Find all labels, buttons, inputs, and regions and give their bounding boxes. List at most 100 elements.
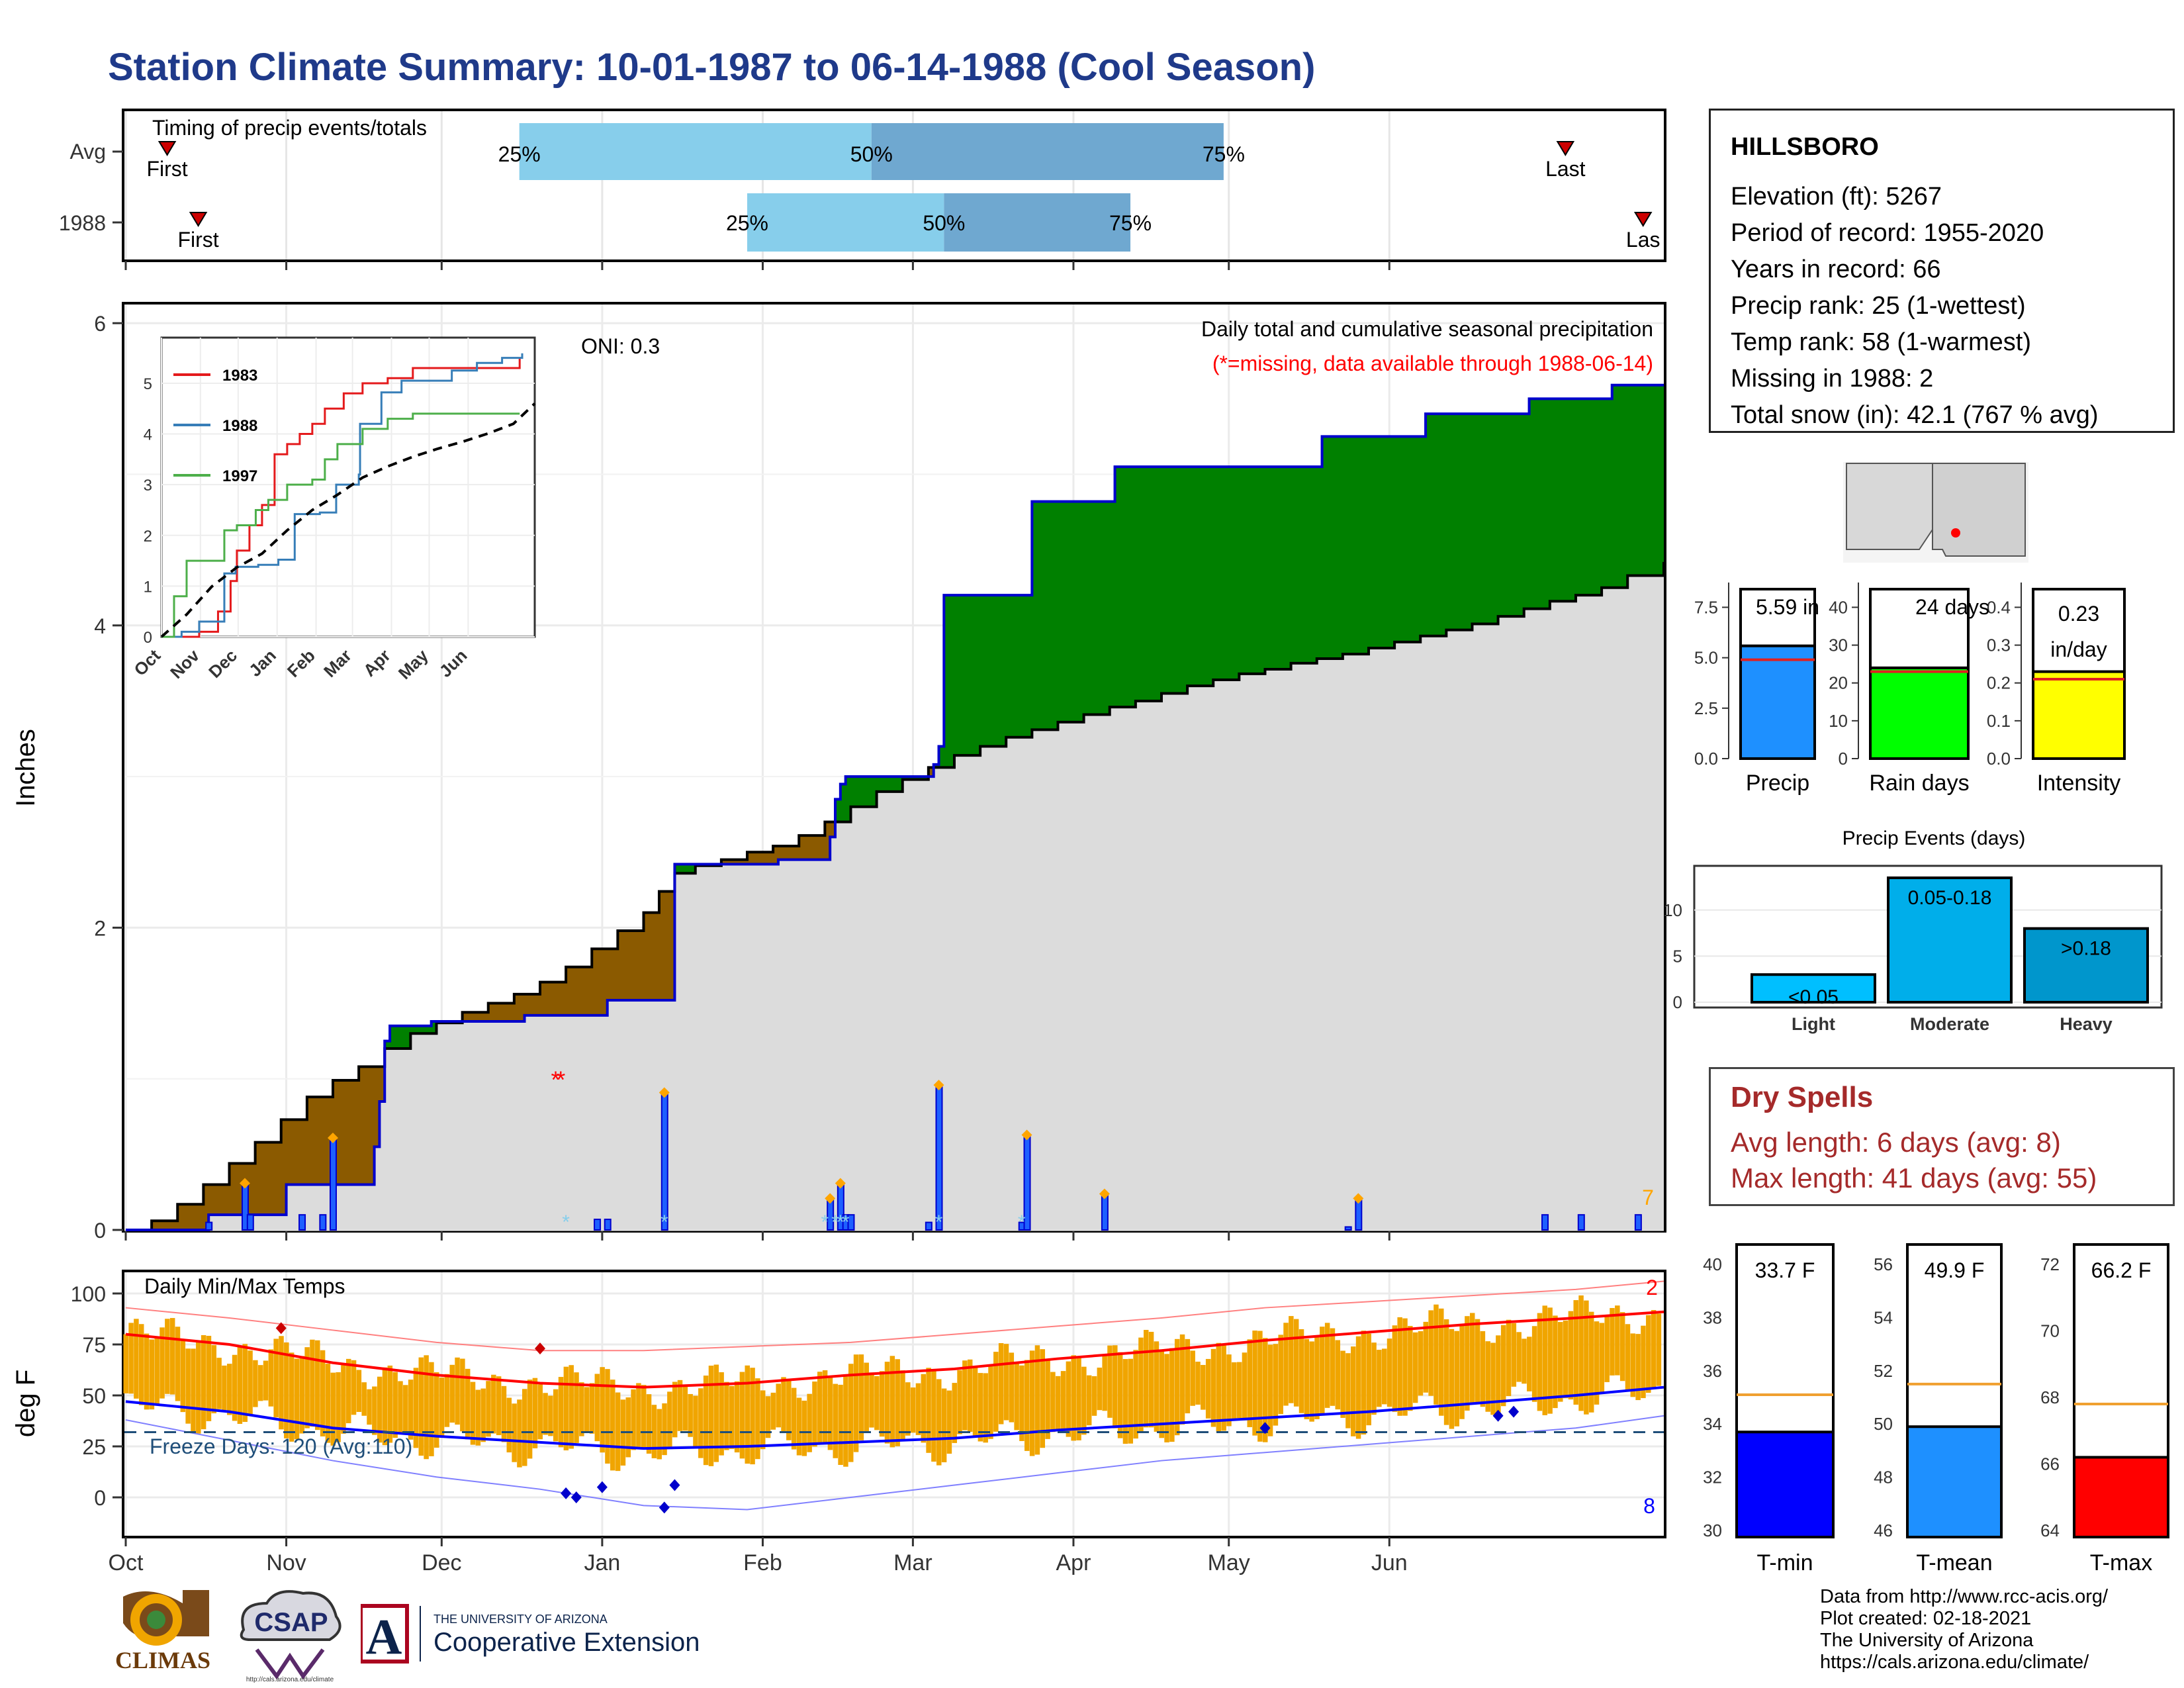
temp-daily-range-bar <box>776 1383 781 1428</box>
temp-daily-range-bar <box>1283 1323 1289 1406</box>
temp-daily-range-bar <box>279 1336 284 1430</box>
temp-daily-range-bar <box>708 1366 714 1466</box>
precip-total-value: 5.59 in <box>1756 595 1819 619</box>
temp-daily-range-bar <box>1443 1319 1449 1425</box>
temp-daily-range-bar <box>1340 1350 1345 1418</box>
temp-daily-range-bar <box>527 1380 533 1459</box>
temp-daily-range-bar <box>1201 1364 1206 1410</box>
temp-daily-range-bar <box>993 1352 999 1432</box>
temp-daily-range-bar <box>1522 1338 1527 1384</box>
temp-daily-range-bar <box>304 1347 310 1429</box>
precip-missing-note: (*=missing, data available through 1988-… <box>1212 352 1653 375</box>
temp-daily-range-bar <box>1210 1348 1216 1427</box>
temp-daily-range-bar <box>1469 1313 1475 1405</box>
temp-daily-range-bar <box>537 1384 543 1440</box>
temp-daily-range-bar <box>1588 1311 1594 1413</box>
temp-daily-range-bar <box>1262 1338 1268 1442</box>
temp-daily-range-bar <box>1558 1322 1563 1402</box>
map-region <box>1846 463 1933 550</box>
temp-daily-range-bar <box>988 1364 993 1439</box>
temp-daily-range-bar <box>713 1364 719 1462</box>
timing-title: Timing of precip events/totals <box>152 116 427 140</box>
precip-missing-marker: * <box>551 1066 560 1094</box>
tempbar-tick-label: 32 <box>1703 1468 1722 1487</box>
temp-daily-range-bar <box>1449 1329 1455 1429</box>
temp-daily-range-bar <box>398 1381 403 1434</box>
temp-daily-range-bar <box>796 1397 802 1456</box>
tempbar-tick-label: 72 <box>2040 1254 2060 1274</box>
temp-daily-range-bar <box>336 1372 341 1442</box>
temp-daily-range-bar <box>1542 1305 1548 1415</box>
temp-daily-range-bar <box>1298 1329 1304 1413</box>
summary-bar-frame <box>1739 588 1816 647</box>
temp-daily-range-bar <box>1527 1336 1532 1391</box>
precip-daily-bar <box>298 1214 306 1231</box>
temp-daily-range-bar <box>159 1327 165 1399</box>
precip-event-marker <box>1353 1193 1364 1204</box>
events-tick-label: 0 <box>1673 992 1682 1012</box>
inset-y-tick-label: 5 <box>144 375 152 393</box>
temp-daily-range-bar <box>128 1323 134 1394</box>
temp-daily-range-bar <box>522 1389 527 1466</box>
location-map <box>1843 462 2028 563</box>
temp-daily-range-bar <box>848 1364 854 1462</box>
temp-daily-range-bar <box>1205 1358 1211 1419</box>
summary-tick-label: 2.5 <box>1694 698 1718 718</box>
events-category-label: Moderate <box>1910 1014 1989 1034</box>
month-label: Feb <box>743 1550 782 1575</box>
inset-series-line <box>160 402 536 638</box>
precip-daily-bar <box>246 1214 254 1231</box>
temp-daily-range-bar <box>1148 1331 1154 1428</box>
temp-daily-range-bar <box>1019 1365 1024 1441</box>
footer-line: The University of Arizona <box>1820 1630 2034 1651</box>
summary-tick-label: 5.0 <box>1694 648 1718 668</box>
timing-pct-label: 50% <box>850 142 893 166</box>
temp-daily-range-bar <box>869 1372 874 1428</box>
precip-daily-bar <box>925 1221 933 1231</box>
temp-daily-range-bar <box>667 1391 672 1447</box>
events-bar <box>1751 973 1876 1004</box>
precip-events-chart: Precip Events (days) 0 5 10 <0.05 Light 0.05-0… <box>1663 827 2163 1034</box>
temp-daily-range-bar <box>1351 1346 1356 1436</box>
summary-tick-label: 0.1 <box>1987 711 2011 731</box>
temp-daily-range-bar <box>1102 1354 1107 1411</box>
temp-daily-range-bar <box>952 1383 957 1443</box>
tempbar-value: 33.7 F <box>1755 1258 1815 1282</box>
precip-snow-marker: * <box>660 1211 668 1233</box>
temp-daily-range-bar <box>1371 1342 1377 1415</box>
temp-daily-range-bar <box>501 1385 507 1442</box>
ua-logo-line1: THE UNIVERSITY OF ARIZONA <box>433 1613 608 1626</box>
temp-daily-range-bar <box>698 1388 704 1458</box>
temp-daily-range-bar <box>1418 1331 1424 1396</box>
temp-daily-range-bar <box>729 1385 735 1449</box>
inset-y-tick-label: 1 <box>144 578 152 596</box>
temp-daily-range-bar <box>1029 1350 1035 1456</box>
temp-daily-range-bar <box>1221 1345 1226 1431</box>
temp-daily-range-bar <box>662 1403 667 1456</box>
precip-daily-bar <box>604 1219 612 1231</box>
oni-label: ONI: 0.3 <box>581 334 660 358</box>
temp-daily-range-bar <box>1226 1354 1232 1427</box>
temp-daily-range-bar <box>589 1383 595 1434</box>
temp-daily-range-bar <box>455 1357 460 1425</box>
temp-daily-range-bar <box>1377 1350 1382 1407</box>
temp-daily-range-bar <box>294 1358 300 1440</box>
precip-y-tick-label: 6 <box>94 312 106 336</box>
precip-daily-bar <box>594 1219 602 1231</box>
tempbar-tick-label: 46 <box>1874 1521 1893 1540</box>
temp-daily-range-bar <box>1490 1342 1496 1415</box>
tempbar-bar <box>1906 1425 2003 1538</box>
temp-daily-range-bar <box>1122 1359 1128 1444</box>
summary-bar-frame <box>1869 588 1970 669</box>
dry-spells-title: Dry Spells <box>1731 1081 1874 1113</box>
summary-bar-label: Precip <box>1746 771 1809 796</box>
inset-y-tick-label: 2 <box>144 528 152 545</box>
temp-daily-range-bar <box>232 1354 238 1421</box>
events-bar-label: <0.05 <box>1788 986 1839 1008</box>
summary-tick-label: 0 <box>1839 749 1848 769</box>
temp-daily-range-bar <box>1236 1362 1242 1419</box>
temp-daily-range-bar <box>791 1387 797 1450</box>
temp-daily-range-bar <box>439 1377 445 1437</box>
month-label: Mar <box>893 1550 933 1575</box>
timing-pct-label: 75% <box>1203 142 1245 166</box>
